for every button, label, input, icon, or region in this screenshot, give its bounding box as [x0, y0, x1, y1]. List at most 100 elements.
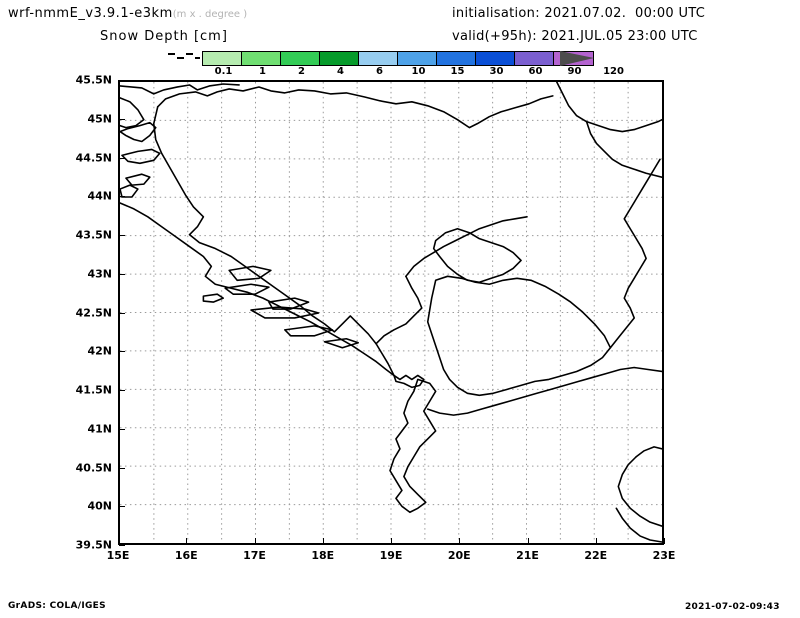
island-korcula	[283, 325, 334, 337]
y-axis-label-45.5N: 45.5N	[75, 73, 112, 87]
colorbar-tick-120: 120	[603, 66, 624, 77]
x-axis-tick-18E	[322, 538, 324, 544]
x-axis-label-15E: 15E	[106, 549, 130, 562]
colorbar-segment-8	[515, 52, 554, 65]
y-axis-tick-40N	[119, 506, 125, 508]
border-serbia-west	[375, 275, 423, 345]
y-axis-label-43.5N: 43.5N	[75, 228, 112, 242]
grid-lines	[120, 82, 662, 543]
coastline-chalkidiki	[635, 446, 662, 458]
coastline-italy-ne	[120, 97, 145, 129]
coastline-aegean	[617, 455, 662, 527]
y-axis-label-40.5N: 40.5N	[75, 461, 112, 474]
y-axis-label-39.5N: 39.5N	[75, 538, 112, 552]
x-axis-label-18E: 18E	[311, 549, 335, 562]
x-axis-tick-23E	[664, 538, 665, 544]
colorbar-tick-90: 90	[567, 66, 582, 77]
x-axis-tick-17E	[254, 538, 256, 544]
border-croatia-bosnia	[152, 105, 377, 345]
x-axis-label-17E: 17E	[243, 549, 266, 562]
border-croatia-north	[156, 86, 554, 129]
colorbar-segment-6	[437, 52, 476, 65]
coastline-istria	[120, 121, 157, 143]
x-axis-tick-15E	[118, 538, 119, 544]
y-axis-tick-45N	[119, 118, 125, 120]
model-title-text: wrf-nmmE_v3.9.1-e3km	[8, 6, 173, 21]
x-axis-tick-22E	[595, 538, 597, 544]
island-dugi-otok	[228, 265, 272, 282]
colorbar-segment-2	[281, 52, 320, 65]
border-serbia-romania	[555, 82, 662, 133]
y-axis-label-41N: 41N	[87, 422, 112, 436]
coastline-kvarner	[121, 148, 161, 165]
colorbar-segments	[202, 51, 594, 66]
y-axis-tick-45.5N	[119, 80, 125, 81]
border-albania	[389, 378, 437, 514]
colorbar-overflow-arrow	[560, 51, 594, 66]
y-axis-label-44N: 44N	[87, 189, 112, 203]
y-axis-label-42.5N: 42.5N	[75, 306, 112, 319]
x-axis-label-16E: 16E	[174, 549, 198, 562]
valid-time: valid(+95h): 2021.JUL.05 23:00 UTC	[452, 29, 698, 44]
x-axis-tick-21E	[527, 538, 529, 544]
border-north	[120, 83, 240, 95]
colorbar-tick-30: 30	[489, 66, 504, 77]
border-kosovo	[432, 227, 522, 284]
colorbar-tick-60: 60	[528, 66, 543, 77]
model-title: wrf-nmmE_v3.9.1-e3km(m x . degree )	[8, 6, 247, 21]
colorbar-tick-1: 1	[259, 66, 266, 77]
colorbar-segment-4	[359, 52, 398, 65]
y-axis-label-40N: 40N	[87, 499, 112, 513]
x-axis-tick-20E	[459, 538, 461, 544]
coastline-adriatic	[120, 202, 395, 377]
map-coastlines-and-borders	[120, 82, 662, 543]
island-vis	[202, 293, 225, 303]
x-axis-label-23E: 23E	[652, 549, 676, 562]
y-axis-tick-44N	[119, 196, 125, 198]
island-mljet	[323, 337, 360, 349]
footer-timestamp: 2021-07-02-09:43	[685, 602, 780, 612]
y-axis-label-43N: 43N	[87, 267, 112, 281]
initialisation-time: initialisation: 2021.07.02. 00:00 UTC	[452, 6, 706, 21]
colorbar-below-min-dashes	[168, 53, 200, 65]
colorbar-segment-3	[320, 52, 359, 65]
colorbar-tick-6: 6	[376, 66, 383, 77]
y-axis-tick-42N	[119, 351, 125, 353]
colorbar-tick-4: 4	[337, 66, 344, 77]
colorbar-tick-15: 15	[450, 66, 465, 77]
colorbar: 0.1 1 2 4 6 10 15 30 60 90 120	[168, 51, 636, 79]
x-axis-label-22E: 22E	[584, 549, 608, 562]
y-axis-label-42N: 42N	[87, 344, 112, 358]
colorbar-tick-0.1: 0.1	[214, 66, 233, 77]
field-title: Snow Depth [cm]	[100, 29, 228, 44]
island-kornati	[224, 283, 270, 295]
coastline-greece-south	[615, 507, 662, 543]
x-axis-tick-16E	[186, 538, 188, 544]
colorbar-segment-7	[476, 52, 515, 65]
coastline-montenegro	[393, 374, 425, 389]
border-danube	[585, 120, 662, 178]
model-title-units: (m x . degree )	[172, 9, 248, 20]
colorbar-segment-0	[203, 52, 242, 65]
y-axis-tick-44.5N	[119, 157, 125, 159]
x-axis-label-21E: 21E	[516, 549, 539, 562]
colorbar-tick-10: 10	[411, 66, 426, 77]
colorbar-tick-2: 2	[298, 66, 305, 77]
colorbar-segment-5	[398, 52, 437, 65]
coastline-island-krk	[125, 173, 151, 186]
y-axis-label-41.5N: 41.5N	[75, 383, 112, 397]
x-axis-label-20E: 20E	[447, 549, 471, 562]
island-hvar	[250, 306, 320, 319]
border-bulgaria	[609, 158, 661, 349]
footer-credit: GrADS: COLA/IGES	[8, 601, 106, 611]
border-bosnia-serbia	[405, 216, 528, 278]
coastline-island-cres	[120, 184, 139, 198]
y-axis-tick-41.5N	[119, 390, 125, 391]
map-plot-area	[118, 80, 664, 545]
border-greece-north	[426, 366, 662, 416]
y-axis-tick-42.5N	[119, 312, 125, 314]
y-axis-tick-40.5N	[119, 467, 125, 469]
border-north-macedonia	[426, 275, 612, 397]
x-axis-label-19E: 19E	[379, 549, 403, 562]
y-axis-tick-39.5N	[119, 545, 125, 546]
